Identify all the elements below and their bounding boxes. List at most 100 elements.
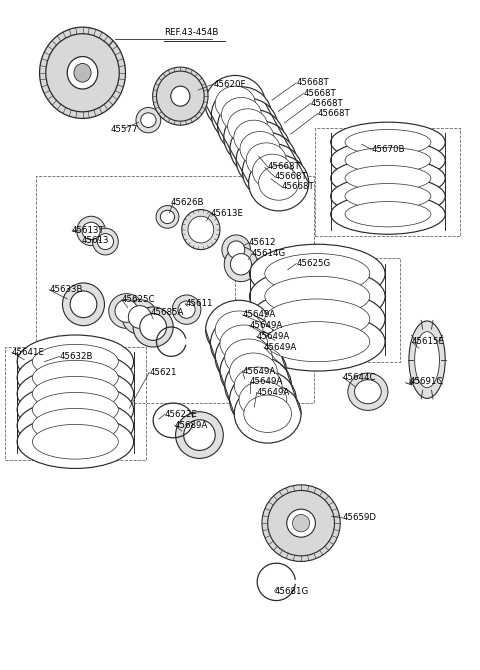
Text: 45649A: 45649A — [242, 366, 276, 375]
Ellipse shape — [188, 216, 214, 243]
Ellipse shape — [239, 381, 287, 418]
Ellipse shape — [136, 107, 161, 133]
Ellipse shape — [236, 132, 296, 188]
Ellipse shape — [39, 27, 125, 119]
Ellipse shape — [33, 424, 118, 459]
Text: 45644C: 45644C — [343, 373, 376, 381]
Text: 45649A: 45649A — [242, 310, 276, 320]
Ellipse shape — [215, 328, 282, 387]
Ellipse shape — [93, 228, 118, 255]
Text: 45668T: 45668T — [268, 162, 300, 172]
Text: 45649A: 45649A — [257, 332, 290, 341]
Ellipse shape — [331, 122, 445, 162]
Ellipse shape — [184, 419, 215, 450]
Ellipse shape — [234, 120, 274, 155]
Ellipse shape — [355, 380, 381, 404]
Ellipse shape — [345, 129, 431, 155]
Ellipse shape — [33, 409, 118, 443]
Ellipse shape — [345, 202, 431, 227]
Ellipse shape — [220, 342, 287, 401]
Ellipse shape — [74, 64, 91, 82]
Ellipse shape — [17, 335, 133, 389]
Text: 45613E: 45613E — [210, 209, 243, 218]
Ellipse shape — [250, 289, 385, 348]
Ellipse shape — [224, 109, 284, 165]
Ellipse shape — [331, 176, 445, 216]
Ellipse shape — [345, 165, 431, 191]
Text: 45632B: 45632B — [60, 352, 93, 361]
Ellipse shape — [133, 307, 173, 347]
Ellipse shape — [128, 306, 151, 328]
Ellipse shape — [265, 276, 370, 316]
Ellipse shape — [211, 87, 272, 143]
Ellipse shape — [225, 356, 291, 415]
Ellipse shape — [140, 314, 167, 340]
Ellipse shape — [17, 351, 133, 405]
Ellipse shape — [171, 86, 190, 106]
Ellipse shape — [250, 312, 385, 371]
Ellipse shape — [246, 143, 286, 178]
Ellipse shape — [62, 283, 105, 326]
Text: 45681G: 45681G — [275, 587, 309, 596]
Ellipse shape — [222, 235, 251, 264]
Text: 45649A: 45649A — [264, 342, 297, 352]
Text: 45633B: 45633B — [49, 285, 83, 294]
Ellipse shape — [17, 383, 133, 436]
Ellipse shape — [250, 267, 385, 326]
Ellipse shape — [205, 300, 273, 359]
Ellipse shape — [82, 222, 100, 240]
Text: 45625G: 45625G — [296, 259, 331, 268]
Ellipse shape — [67, 56, 98, 89]
Text: 45613T: 45613T — [72, 226, 105, 234]
Ellipse shape — [156, 71, 204, 121]
Text: 45668T: 45668T — [318, 109, 350, 118]
Ellipse shape — [230, 121, 290, 177]
Ellipse shape — [109, 293, 144, 328]
Ellipse shape — [221, 97, 262, 132]
Ellipse shape — [46, 34, 119, 112]
Text: 45668T: 45668T — [303, 89, 336, 98]
Text: 45649A: 45649A — [250, 321, 283, 330]
Text: 45649A: 45649A — [250, 377, 283, 386]
Ellipse shape — [153, 67, 208, 125]
Ellipse shape — [225, 339, 273, 377]
Ellipse shape — [220, 325, 268, 362]
Ellipse shape — [224, 247, 258, 281]
Ellipse shape — [259, 165, 299, 200]
Ellipse shape — [178, 301, 195, 318]
Text: 45670B: 45670B — [371, 145, 405, 154]
Ellipse shape — [292, 515, 310, 532]
Ellipse shape — [250, 245, 385, 303]
Text: 45620F: 45620F — [213, 80, 246, 88]
Ellipse shape — [287, 509, 315, 537]
Text: 45668T: 45668T — [282, 182, 315, 192]
Ellipse shape — [217, 98, 278, 154]
Ellipse shape — [268, 490, 335, 556]
Ellipse shape — [348, 373, 388, 411]
Ellipse shape — [115, 299, 138, 322]
Ellipse shape — [229, 353, 277, 391]
Ellipse shape — [240, 131, 280, 166]
Ellipse shape — [228, 241, 245, 258]
Ellipse shape — [156, 206, 179, 228]
Ellipse shape — [230, 254, 252, 275]
Ellipse shape — [33, 377, 118, 411]
Text: 45626B: 45626B — [171, 198, 204, 208]
Text: 45615E: 45615E — [412, 337, 445, 346]
Ellipse shape — [33, 344, 118, 379]
Ellipse shape — [331, 194, 445, 234]
Ellipse shape — [415, 332, 440, 388]
Ellipse shape — [17, 399, 133, 452]
Ellipse shape — [160, 210, 175, 224]
Text: 45577: 45577 — [110, 125, 138, 134]
Ellipse shape — [249, 155, 309, 211]
Ellipse shape — [234, 367, 282, 405]
Text: 45621: 45621 — [149, 368, 177, 377]
Text: 45668T: 45668T — [296, 78, 329, 87]
Ellipse shape — [33, 393, 118, 427]
Ellipse shape — [331, 140, 445, 180]
Ellipse shape — [265, 299, 370, 339]
Ellipse shape — [176, 412, 223, 458]
Ellipse shape — [265, 322, 370, 362]
Ellipse shape — [345, 184, 431, 209]
